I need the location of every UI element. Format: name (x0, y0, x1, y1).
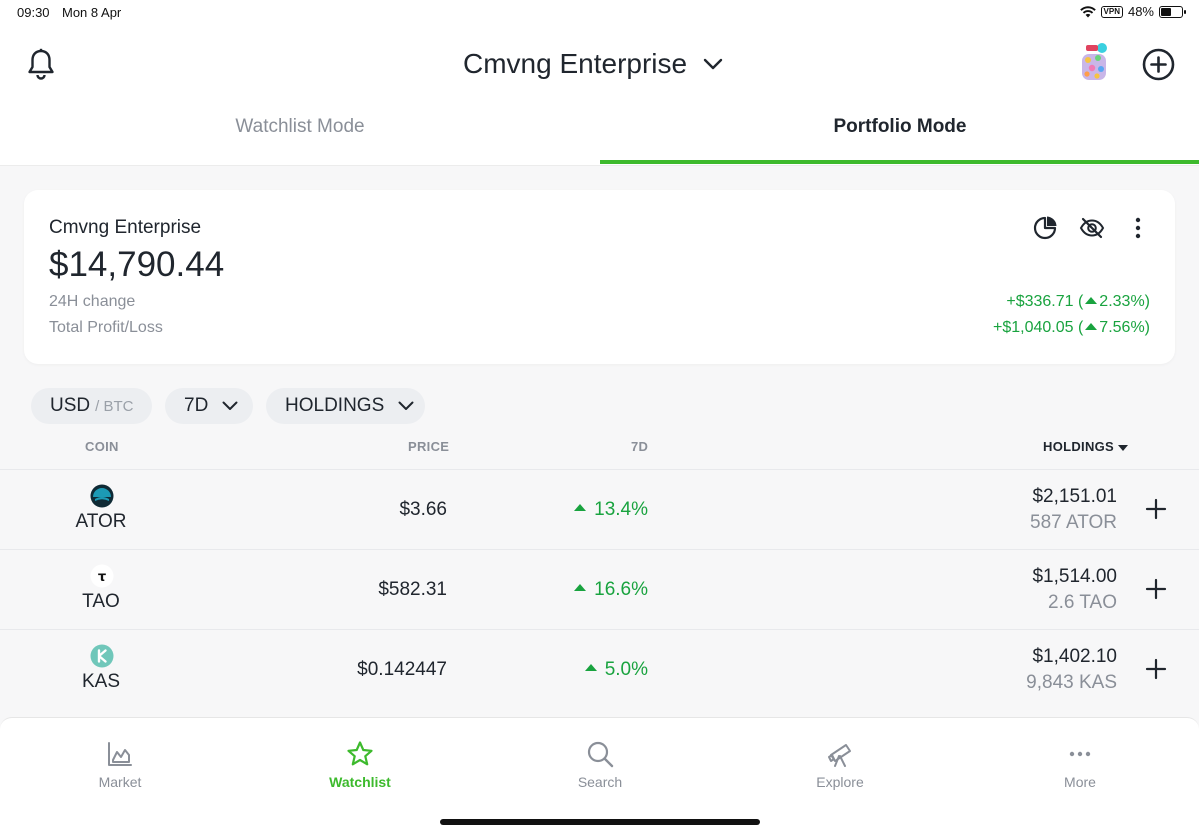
holdings-amount: 587 ATOR (1030, 512, 1117, 533)
table-row[interactable]: τ TAO $582.31 16.6% $1,514.00 2.6 TAO (0, 549, 1199, 629)
vpn-badge: VPN (1100, 5, 1123, 18)
coin-symbol: TAO (82, 591, 120, 612)
tab-portfolio-mode[interactable]: Portfolio Mode (833, 116, 967, 137)
coin-price: $582.31 (378, 579, 447, 600)
ator-logo-icon (90, 484, 114, 508)
table-row[interactable]: ATOR $3.66 13.4% $2,151.01 587 ATOR (0, 469, 1199, 549)
tab-watchlist-mode[interactable]: Watchlist Mode (235, 116, 365, 137)
holdings-amount: 2.6 TAO (1048, 592, 1117, 613)
add-transaction-icon[interactable] (1145, 498, 1167, 520)
portfolio-selector[interactable]: Cmvng Enterprise (463, 48, 723, 80)
more-vertical-icon[interactable] (1125, 215, 1151, 241)
coin-symbol: ATOR (75, 511, 127, 532)
sort-selected: HOLDINGS (285, 395, 385, 416)
nav-label: Search (577, 774, 623, 790)
pie-chart-icon[interactable] (1032, 215, 1058, 241)
nav-label: More (1064, 774, 1096, 790)
wifi-icon (1079, 5, 1096, 17)
star-icon (347, 741, 373, 766)
status-indicators: VPN 48% (1079, 4, 1186, 19)
portfolio-summary-card: Cmvng Enterprise $14,790.44 24H change T… (24, 190, 1175, 364)
avatar[interactable] (1078, 42, 1112, 82)
period-selected: 7D (184, 395, 209, 416)
nav-market[interactable]: Market (0, 740, 240, 790)
coin-price: $0.142447 (357, 659, 447, 680)
nav-search[interactable]: Search (480, 740, 720, 790)
profit-loss-label: Total Profit/Loss (49, 319, 163, 336)
page-title: Cmvng Enterprise (463, 48, 688, 79)
currency-selected: USD (50, 395, 91, 416)
profit-loss-value: +$1,040.05 (7.56%) (993, 319, 1150, 336)
column-header-price[interactable]: PRICE (408, 439, 450, 454)
mode-tabs: Watchlist Mode Portfolio Mode (0, 100, 1199, 166)
home-indicator (440, 819, 760, 825)
change-24h-label: 24H change (49, 293, 136, 310)
table-row[interactable]: KAS $0.142447 5.0% $1,402.10 9,843 KAS (0, 629, 1199, 709)
bottom-navigation: Market Watchlist Search Explore (0, 717, 1199, 833)
column-header-coin[interactable]: COIN (85, 439, 119, 454)
telescope-icon (828, 744, 851, 767)
status-bar: 09:30 Mon 8 Apr VPN 48% (0, 0, 1199, 26)
add-transaction-icon[interactable] (1145, 658, 1167, 680)
chevron-down-icon (222, 401, 238, 410)
chart-icon (108, 742, 132, 766)
status-date: Mon 8 Apr (62, 5, 122, 20)
nav-explore[interactable]: Explore (720, 740, 960, 790)
portfolio-total-value: $14,790.44 (49, 245, 225, 284)
portfolio-name: Cmvng Enterprise (49, 217, 202, 238)
coin-change-7d: 16.6% (574, 579, 648, 601)
column-header-holdings[interactable]: HOLDINGS (1043, 439, 1129, 454)
tao-logo-icon: τ (90, 564, 114, 588)
nav-label: Explore (816, 774, 864, 790)
add-transaction-icon[interactable] (1145, 578, 1167, 600)
nav-more[interactable]: More (960, 740, 1199, 790)
coin-change-7d: 5.0% (584, 659, 648, 681)
status-time: 09:30 (17, 5, 50, 20)
search-icon (587, 741, 614, 768)
coin-change-7d: 13.4% (574, 499, 648, 521)
eye-hidden-icon[interactable] (1079, 215, 1105, 241)
active-tab-indicator (600, 160, 1199, 164)
holdings-amount: 9,843 KAS (1026, 672, 1117, 693)
currency-toggle[interactable]: USD / BTC (31, 388, 152, 424)
nav-label: Watchlist (329, 774, 391, 790)
battery-icon (1159, 5, 1186, 18)
column-header-7d[interactable]: 7D (631, 439, 649, 454)
up-triangle-icon (574, 504, 587, 512)
up-triangle-icon (1085, 323, 1098, 331)
svg-text:τ: τ (98, 570, 106, 585)
currency-alternate: / BTC (95, 397, 134, 415)
coin-price: $3.66 (399, 499, 447, 520)
period-dropdown[interactable]: 7D (165, 388, 253, 424)
nav-label: Market (98, 774, 142, 790)
change-24h-value: +$336.71 (2.33%) (1006, 293, 1150, 310)
holdings-value: $2,151.01 (1032, 486, 1117, 507)
chevron-down-icon (703, 58, 723, 70)
coin-symbol: KAS (81, 671, 121, 692)
bell-icon[interactable] (26, 48, 56, 80)
kaspa-logo-icon (90, 644, 114, 668)
add-circle-icon[interactable] (1142, 48, 1175, 81)
up-triangle-icon (584, 664, 597, 672)
sort-desc-icon (1118, 444, 1129, 451)
sort-dropdown[interactable]: HOLDINGS (266, 388, 425, 424)
holdings-value: $1,514.00 (1032, 566, 1117, 587)
more-icon (1069, 751, 1091, 757)
battery-percent: 48% (1127, 4, 1154, 19)
chevron-down-icon (398, 401, 414, 410)
nav-watchlist[interactable]: Watchlist (240, 740, 480, 790)
up-triangle-icon (1085, 297, 1098, 305)
holdings-value: $1,402.10 (1032, 646, 1117, 667)
header: Cmvng Enterprise (0, 26, 1199, 100)
up-triangle-icon (574, 584, 587, 592)
